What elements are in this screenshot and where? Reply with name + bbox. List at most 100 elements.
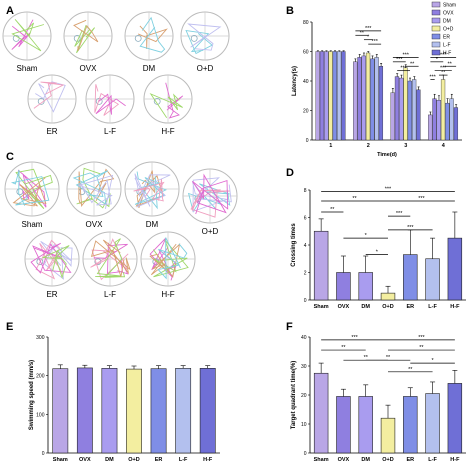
swim-path-trace: [95, 238, 126, 278]
y-axis-title: Target quadrant time(%): [291, 361, 297, 430]
swim-path-trace: [42, 245, 70, 279]
bar-dm: [358, 272, 373, 301]
legend-label: ER: [443, 35, 450, 41]
significance-label: ***: [385, 186, 392, 192]
bar-oplusd: [380, 417, 396, 454]
panel-f-quadrant-chart: 0 10 20 30 40 Target quadrant time(%) Sham OVX D…: [291, 335, 466, 463]
group-label-A: OVX: [80, 64, 98, 73]
swim-path-trace: [77, 174, 114, 209]
significance-label: ***: [418, 196, 425, 202]
swim-path-trace: [137, 25, 168, 50]
x-tick-label: 1: [329, 143, 332, 149]
x-tick-label: ER: [155, 457, 163, 463]
significance-label: **: [408, 367, 413, 373]
group-label-A: ER: [46, 127, 57, 136]
x-tick-label: L-F: [179, 457, 188, 463]
x-tick-label: L-F: [428, 457, 437, 463]
bar-ovx: [76, 367, 93, 454]
swim-path-trace: [35, 81, 66, 113]
bar-day4-l-f: [449, 98, 454, 141]
significance-label: *: [367, 35, 370, 41]
bar-day1-l-f: [337, 51, 342, 141]
group-label-C: O+D: [202, 227, 219, 236]
x-axis-title: Time(d): [377, 152, 397, 158]
swim-path-trace: [187, 23, 222, 51]
bar-day1-dm: [324, 51, 329, 141]
significance-label: ***: [400, 66, 407, 72]
y-tick-label: 4: [304, 243, 307, 249]
x-tick-label: 2: [367, 143, 370, 149]
bar-ovx: [336, 396, 351, 454]
swim-path-trace: [139, 16, 166, 53]
bar-oplusd: [126, 368, 142, 454]
swim-path-trace: [191, 177, 232, 213]
bar-day4-dm: [436, 100, 441, 141]
swim-path-trace: [149, 92, 183, 119]
x-tick-label: Sham: [53, 457, 68, 463]
legend-swatch: [431, 17, 441, 24]
y-tick-label: 6: [304, 216, 307, 222]
y-tick-label: 100: [36, 412, 45, 418]
y-tick-label: 8: [304, 188, 307, 194]
significance-label: **: [341, 345, 346, 351]
bar-day2-dm: [361, 55, 366, 141]
platform-marker: [190, 35, 198, 42]
legend-label: Sham: [443, 3, 456, 9]
swim-path-trace: [185, 30, 213, 55]
swim-path-trace: [95, 93, 126, 115]
bar-day3-er: [407, 80, 412, 141]
bar-sham: [313, 230, 329, 301]
bar-day2-oplusd: [365, 52, 371, 141]
x-tick-label: DM: [361, 304, 370, 310]
legend-label: O+D: [443, 27, 454, 33]
significance-label: ***: [440, 66, 447, 72]
significance-label: ***: [403, 52, 410, 58]
legend-swatch: [431, 33, 441, 40]
bar-day2-h-f: [378, 66, 384, 141]
group-label-C: Sham: [22, 220, 43, 229]
bar-day1-er: [332, 51, 337, 141]
swim-path-trace: [134, 171, 167, 210]
y-tick-label: 30: [301, 364, 307, 370]
x-tick-label: O+D: [382, 304, 393, 310]
swim-path-trace: [165, 82, 184, 119]
bar-day3-l-f: [412, 79, 417, 141]
group-label-A: DM: [143, 64, 156, 73]
significance-label: *: [365, 233, 368, 239]
swim-path-trace: [72, 170, 109, 206]
swim-path-trace: [133, 179, 165, 202]
swim-path-trace: [192, 173, 229, 215]
group-label-A: H-F: [161, 127, 174, 136]
significance-label: *: [436, 57, 439, 63]
legend-label: DM: [443, 19, 451, 25]
bar-l-f: [425, 393, 440, 454]
bar-day2-er: [370, 58, 375, 141]
panel-letter-d: D: [286, 167, 294, 179]
legend-label: H-F: [443, 51, 451, 57]
x-tick-label: ER: [406, 304, 414, 310]
y-tick-label: 0: [304, 451, 307, 457]
bar-day3-oplusd: [403, 67, 408, 141]
significance-label: **: [360, 30, 365, 36]
bar-sham: [52, 368, 69, 454]
panel-d-crossing-chart: 0 2 4 6 8 Crossing times Sham OVX DM O+D ER L-F H-F *…: [291, 186, 466, 310]
x-tick-label: H-F: [450, 457, 460, 463]
group-label-C: ER: [46, 290, 57, 299]
group-label-C: L-F: [104, 290, 116, 299]
swim-path-trace: [74, 24, 95, 54]
significance-label: **: [386, 355, 391, 361]
swim-path-trace: [90, 239, 131, 277]
significance-label: **: [441, 70, 446, 76]
group-label-A: Sham: [17, 64, 38, 73]
legend-swatch: [431, 25, 441, 32]
y-tick-label: 20: [303, 109, 309, 115]
significance-label: ***: [371, 39, 378, 45]
x-tick-label: H-F: [203, 457, 213, 463]
x-tick-label: DM: [105, 457, 114, 463]
swim-path-trace: [11, 19, 45, 52]
x-tick-label: Sham: [314, 457, 329, 463]
bar-day2-sham: [353, 61, 358, 141]
platform-marker: [94, 258, 102, 266]
legend-label: L-F: [443, 43, 451, 49]
significance-label: ***: [396, 57, 403, 63]
